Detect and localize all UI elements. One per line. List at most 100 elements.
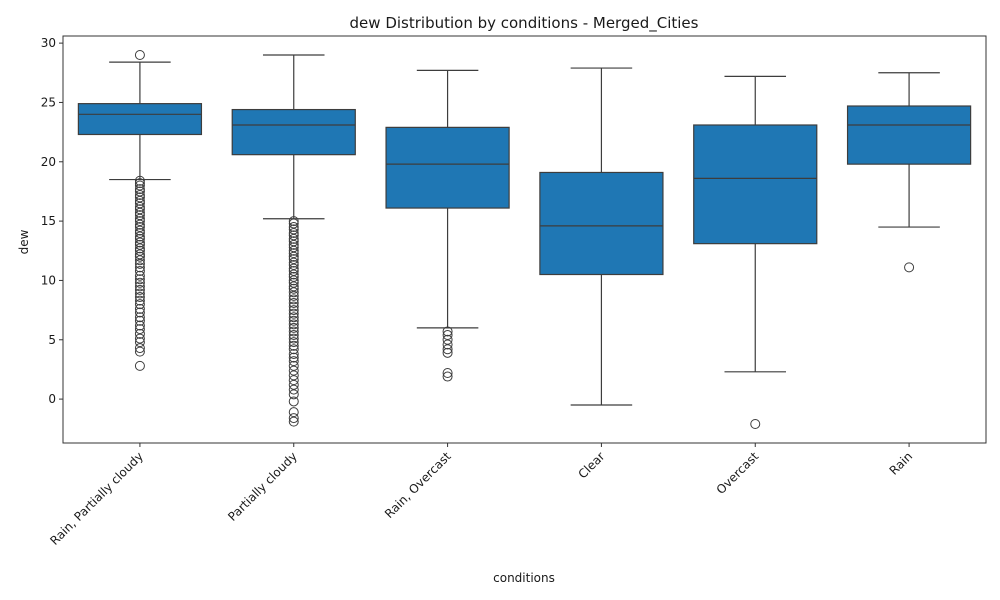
outlier-point	[134, 303, 145, 314]
chart-title: dew Distribution by conditions - Merged_…	[350, 14, 699, 33]
outlier-point	[134, 320, 145, 331]
outlier-point	[288, 389, 299, 400]
outlier-point	[288, 337, 299, 348]
outlier-point	[134, 195, 145, 206]
plot-area: 0 5 10 15 20 25 30 Rain, Partially cloudy Partia…	[41, 35, 987, 548]
outlier-point	[288, 275, 299, 286]
outlier-point	[134, 346, 145, 357]
outlier-point	[134, 231, 145, 242]
x-tick-label: Clear	[575, 449, 607, 481]
outlier-point	[288, 416, 299, 427]
outlier-point	[288, 340, 299, 351]
outlier-point	[288, 301, 299, 312]
outlier-point	[288, 290, 299, 301]
outlier-point	[134, 190, 145, 201]
outlier-point	[750, 419, 761, 430]
y-tick-label: 0	[48, 392, 56, 406]
outlier-point	[442, 339, 453, 350]
outlier-point	[288, 330, 299, 341]
outlier-point	[288, 352, 299, 363]
outlier-point	[134, 284, 145, 295]
outlier-point	[904, 262, 915, 273]
outlier-point	[288, 245, 299, 256]
outlier-point	[134, 237, 145, 248]
outlier-point	[134, 207, 145, 218]
outlier-point	[134, 288, 145, 299]
outlier-point	[442, 371, 453, 382]
outlier-point	[288, 263, 299, 274]
outlier-point	[134, 265, 145, 276]
outlier-point	[288, 349, 299, 360]
outlier-point	[134, 270, 145, 281]
outlier-point	[134, 243, 145, 254]
outlier-point	[288, 222, 299, 233]
outlier-point	[134, 328, 145, 339]
outlier-point	[288, 239, 299, 250]
outlier-point	[288, 305, 299, 316]
outlier-point	[288, 326, 299, 337]
outlier-point	[442, 326, 453, 337]
iqr-box	[693, 124, 818, 245]
outlier-point	[288, 287, 299, 298]
outlier-point	[134, 178, 145, 189]
outlier-point	[134, 251, 145, 262]
y-axis-label: dew	[17, 229, 31, 254]
outlier-point	[134, 343, 145, 354]
iqr-box	[385, 126, 510, 209]
outlier-point	[288, 344, 299, 355]
outlier-point	[442, 344, 453, 355]
outlier-point	[134, 219, 145, 230]
outlier-point	[134, 49, 145, 60]
outlier-point	[134, 262, 145, 273]
outlier-point	[288, 227, 299, 238]
plot-frame	[62, 35, 987, 444]
y-tick-label: 15	[41, 214, 56, 228]
y-tick-label: 30	[41, 36, 56, 50]
outlier-point	[288, 396, 299, 407]
outlier-point	[288, 322, 299, 333]
outlier-point	[288, 251, 299, 262]
outlier-point	[134, 315, 145, 326]
outlier-point	[134, 255, 145, 266]
outlier-point	[134, 258, 145, 269]
outlier-point	[442, 347, 453, 358]
outlier-point	[134, 213, 145, 224]
outlier-point	[134, 184, 145, 195]
iqr-box	[77, 103, 203, 136]
outlier-point	[134, 299, 145, 310]
outlier-point	[288, 384, 299, 395]
outlier-point	[288, 312, 299, 323]
outlier-point	[288, 269, 299, 280]
outlier-point	[134, 225, 145, 236]
outlier-point	[288, 257, 299, 268]
x-tick-label: Partially cloudy	[225, 449, 300, 524]
outlier-point	[134, 201, 145, 212]
outlier-point	[442, 367, 453, 378]
iqr-box	[846, 105, 972, 165]
x-tick-label: Rain	[887, 449, 916, 478]
outlier-point	[288, 315, 299, 326]
outlier-point	[288, 297, 299, 308]
outlier-point	[134, 277, 145, 288]
x-axis-label: conditions	[493, 571, 555, 585]
outlier-point	[288, 233, 299, 244]
y-tick-label: 25	[41, 95, 56, 109]
outlier-point	[288, 333, 299, 344]
outlier-point	[288, 413, 299, 424]
outlier-point	[134, 175, 145, 186]
outlier-point	[134, 360, 145, 371]
outlier-point	[134, 295, 145, 306]
outlier-point	[288, 283, 299, 294]
outlier-point	[288, 319, 299, 330]
x-tick-label: Rain, Partially cloudy	[47, 449, 146, 548]
iqr-box	[231, 108, 356, 156]
outlier-point	[134, 292, 145, 303]
y-tick-label: 5	[48, 333, 56, 347]
y-tick-label: 20	[41, 155, 56, 169]
outlier-point	[288, 294, 299, 305]
outlier-point	[288, 308, 299, 319]
x-tick-label: Overcast	[714, 449, 762, 497]
y-tick-label: 10	[41, 273, 56, 287]
